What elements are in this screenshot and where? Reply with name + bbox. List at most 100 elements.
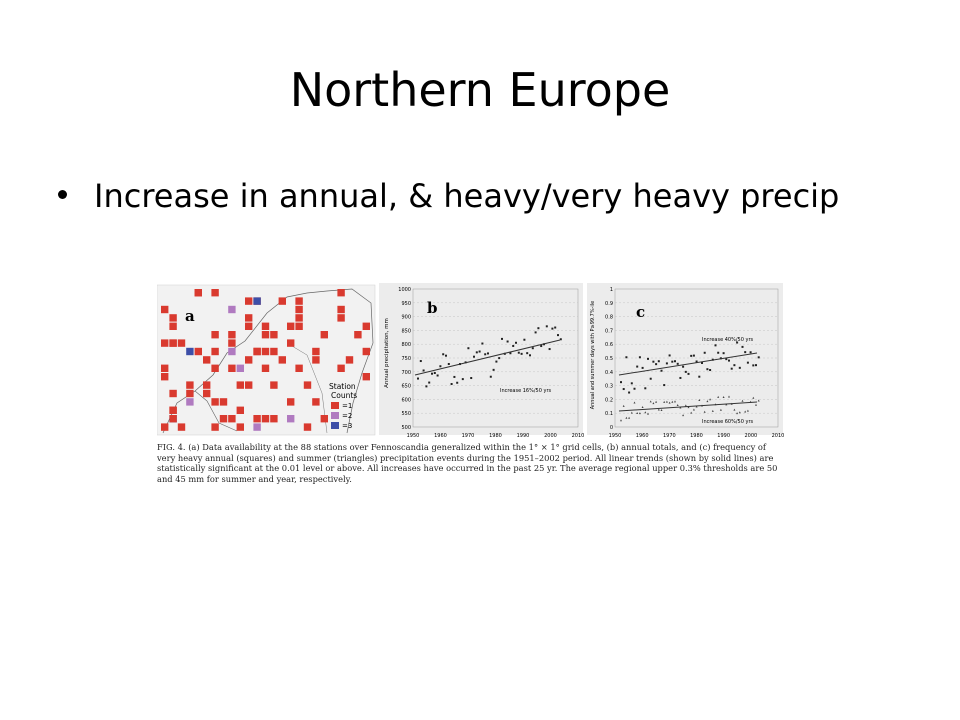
map-cell [169,322,177,330]
panel-c-chart: Annual and summer days with P≥99.7%-ile … [587,283,784,438]
map-cell [186,381,194,389]
summer-point [746,409,749,412]
y-tick-label: 0.5 [605,356,613,362]
map-cell [287,415,295,423]
data-point [559,338,562,341]
y-tick-label: 850 [401,328,411,334]
map-cell [253,297,261,305]
y-tick-label: 800 [401,342,411,348]
map-cell [362,373,370,381]
annual-point [752,364,755,367]
data-point [478,350,481,353]
annual-point [695,360,698,363]
map-cell [169,339,177,347]
map-cell [161,364,169,372]
annual-point [684,370,687,373]
bullet-dot-icon [58,190,67,199]
summer-point [660,408,663,411]
map-cell [245,297,253,305]
map-cell [261,364,270,372]
map-cell [211,423,219,431]
map-cell [278,297,286,305]
annual-point [717,351,720,354]
x-tick-label: 1950 [407,433,420,438]
data-point [419,360,422,363]
data-point [515,341,517,344]
x-tick-label: 1960 [636,433,649,438]
data-point [492,368,495,371]
x-tick-label: 1980 [690,433,703,438]
data-point [431,372,433,375]
map-cell [312,347,320,356]
map-cell [161,339,169,347]
data-point [534,331,537,334]
data-point [436,374,439,377]
annual-point [679,376,682,379]
map-cell [219,398,228,406]
panel-a-letter: a [185,307,195,325]
summer-point [668,401,671,404]
y-tick-label: 0.6 [605,342,613,348]
summer-point [738,411,741,414]
annual-point [620,381,622,384]
annual-point [755,364,757,367]
x-tick-label: 1990 [517,433,530,438]
annual-point [728,359,730,362]
annual-point [706,368,709,371]
map-cell [261,415,270,423]
summer-point [649,400,652,403]
figure-image: a Station Counts =1 =2 =3 Annual precipi… [157,283,785,505]
data-point [456,381,459,384]
annual-point [725,358,728,361]
annual-point [703,351,706,354]
y-tick-label: 650 [401,384,411,390]
map-cell [362,322,370,330]
summer-point [674,400,676,403]
data-point [509,352,512,355]
y-tick-label: 1 [610,287,613,293]
annual-point [698,375,701,378]
map-cell [169,415,177,423]
map-cell [270,347,278,356]
map-cell [295,305,303,314]
data-point [422,369,425,372]
map-cell [295,297,303,305]
y-tick-label: 0.9 [605,301,613,307]
map-cell [228,305,236,314]
annual-point [674,360,676,363]
data-point [433,372,436,375]
annual-point [652,360,655,363]
y-tick-label: 550 [401,411,411,417]
summer-point [733,408,736,411]
data-point [512,344,515,347]
data-point [495,360,498,363]
legend-label-2: =2 [342,412,352,420]
summer-point [620,419,622,422]
data-point [540,345,543,348]
summer-point [641,406,644,409]
summer-point [665,400,668,403]
data-point [467,347,470,350]
map-cell [270,415,278,423]
annual-point [730,367,733,370]
summer-point [657,408,660,411]
map-cell [194,289,202,297]
summer-point [690,411,693,414]
map-cell [211,289,219,297]
map-cell [253,423,261,431]
panel-b-points [417,325,562,388]
annual-point [714,344,717,347]
annual-point [647,357,649,360]
annual-point [660,369,663,372]
summer-point [684,404,687,407]
summer-point [671,400,674,403]
summer-point [644,411,647,414]
panel-b-y-ticks: 1000 950 900 850 800 750 700 650 600 550 500 [398,287,411,431]
map-cell [203,381,211,389]
summer-point [625,416,628,419]
summer-point [709,398,712,401]
map-cell [186,398,194,406]
figure-caption: FIG. 4. (a) Data availability at the 88 … [157,442,778,484]
map-cell [228,347,236,356]
x-tick-label: 2010 [772,433,785,438]
